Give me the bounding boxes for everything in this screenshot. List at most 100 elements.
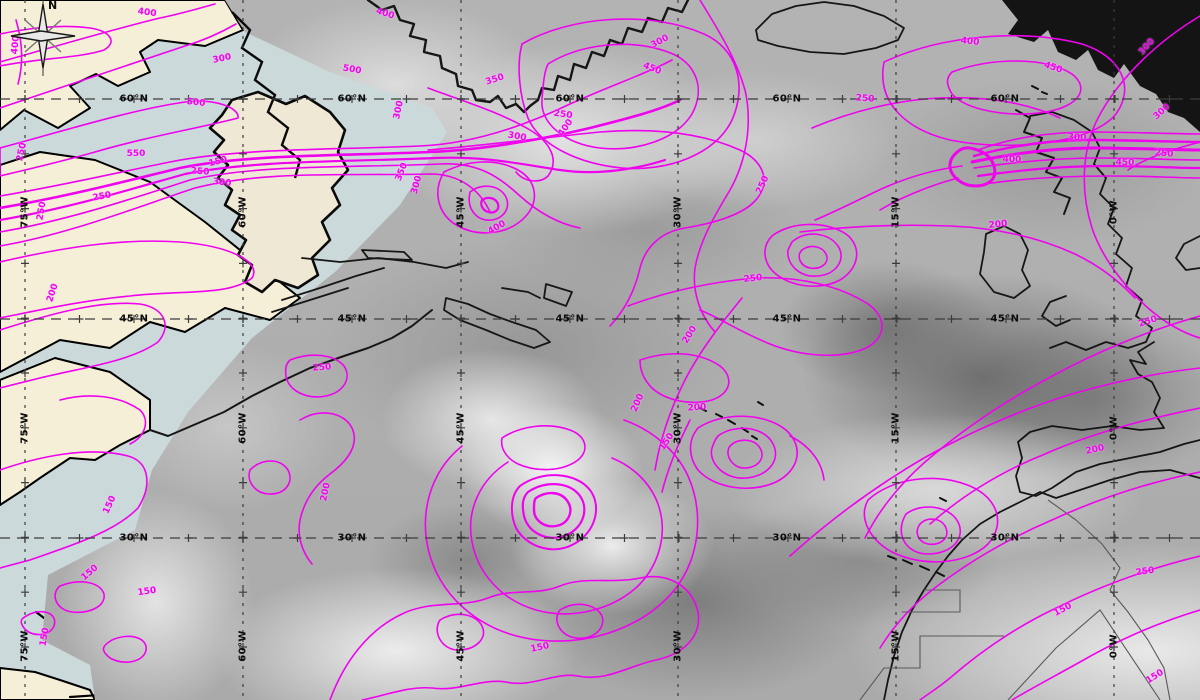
graticule-tick-cross <box>21 588 29 597</box>
graticule-tick-cross <box>892 533 900 542</box>
graticule-tick-cross <box>75 315 84 323</box>
graticule-tick-cross <box>457 423 465 432</box>
graticule-tick-cross <box>947 534 956 542</box>
graticule-tick-cross <box>674 95 682 103</box>
graticule-tick-cross <box>838 95 847 103</box>
graticule-tick-cross <box>239 204 247 213</box>
graticule-tick-cross <box>675 315 683 323</box>
graticule-tick-cross <box>75 95 84 103</box>
graticule-tick-cross <box>729 534 738 542</box>
graticule-tick-cross <box>892 478 900 487</box>
graticule-tick-cross <box>1110 423 1118 432</box>
graticule-tick-cross <box>75 534 84 542</box>
political-borders <box>859 499 1171 700</box>
graticule-tick-cross <box>620 315 629 323</box>
graticule-tick-cross <box>239 533 247 542</box>
graticule-tick-cross <box>457 478 465 487</box>
graticule-tick-cross <box>511 95 520 103</box>
wales-coast <box>1041 295 1071 327</box>
graticule-tick-cross <box>457 314 465 323</box>
graticule-tick-cross <box>729 315 738 323</box>
graticule-tick-cross <box>1110 369 1118 377</box>
ireland-coast <box>979 225 1031 299</box>
graticule-tick-cross <box>1002 315 1010 323</box>
graticule-tick-cross <box>892 95 900 103</box>
graticule-tick-cross <box>239 259 247 268</box>
graticule-tick-cross <box>892 588 900 597</box>
graticule-tick-cross <box>239 95 247 103</box>
graticule-tick-cross <box>947 315 956 323</box>
graticule-tick-cross <box>674 423 682 432</box>
compass-needle-ew <box>10 30 76 42</box>
graticule-tick-cross <box>293 315 302 323</box>
graticule-tick-cross <box>947 95 956 103</box>
graticule-tick-cross <box>21 95 29 103</box>
graticule-tick-cross <box>674 588 682 597</box>
iceland-coast <box>755 1 905 55</box>
graticule-tick-cross <box>892 204 900 213</box>
graticule-tick-cross <box>892 149 900 158</box>
graticule-tick-cross <box>1056 95 1065 103</box>
graticule-tick-cross <box>566 315 574 323</box>
graticule-tick-cross <box>1165 534 1174 542</box>
new-brunswick-maine-coast <box>149 309 433 437</box>
basemap-land <box>0 0 301 700</box>
graticule-tick-cross <box>348 95 356 103</box>
iberia-coast <box>1015 425 1200 497</box>
graticule-tick-cross <box>1111 315 1119 323</box>
graticule-tick-cross <box>130 315 138 323</box>
graticule-tick-cross <box>239 369 247 377</box>
graticule-tick-cross <box>892 369 900 377</box>
graticule-tick-cross <box>457 149 465 158</box>
graticule-tick-cross <box>21 423 29 432</box>
graticule-tick-cross <box>1110 643 1118 651</box>
graticule-tick-cross <box>402 95 411 103</box>
graticule-tick-cross <box>184 315 193 323</box>
graticule-tick-cross <box>674 204 682 213</box>
graticule-tick-cross <box>1002 534 1010 542</box>
graticule-tick-cross <box>21 533 29 542</box>
graticule-tick-cross <box>1110 314 1118 323</box>
graticule-tick-cross <box>892 314 900 323</box>
graticule-tick-cross <box>892 259 900 268</box>
graticule-tick-cross <box>1002 95 1010 103</box>
graticule-tick-cross <box>838 534 847 542</box>
st-lawrence-estuary <box>271 267 385 313</box>
graticule-tick-cross <box>21 204 29 213</box>
graticule-tick-cross <box>1110 149 1118 158</box>
graticule-tick-cross <box>184 534 193 542</box>
graticule-tick-cross <box>21 314 29 323</box>
graticule-tick-cross <box>566 534 574 542</box>
graticule-tick-cross <box>1165 95 1174 103</box>
graticule-tick-cross <box>784 315 792 323</box>
france-coast <box>1129 341 1165 429</box>
graticule-tick-cross <box>674 643 682 651</box>
graticule-tick-cross <box>729 95 738 103</box>
cape-breton-coast <box>543 283 573 307</box>
graticule-tick-cross <box>293 95 302 103</box>
graticule-tick-cross <box>1056 534 1065 542</box>
graticule-tick-cross <box>239 149 247 158</box>
graticule-tick-cross <box>1110 533 1118 542</box>
graticule-tick-cross <box>784 534 792 542</box>
graticule-tick-cross <box>674 149 682 158</box>
graticule-tick-cross <box>239 423 247 432</box>
north-africa-coast <box>883 469 1200 700</box>
greenland-coast <box>366 0 690 114</box>
graticule-tick-cross <box>457 204 465 213</box>
graticule-tick-cross <box>511 534 520 542</box>
compass-north-label: N <box>48 0 57 12</box>
graticule-tick-cross <box>838 315 847 323</box>
graticule-tick-cross <box>21 478 29 487</box>
graticule-tick-cross <box>457 588 465 597</box>
scotland-west-coast <box>1015 109 1071 215</box>
graticule-tick-cross <box>21 643 29 651</box>
graticule-tick-cross <box>184 95 193 103</box>
graticule-tick-cross <box>348 534 356 542</box>
graticule-tick-cross <box>402 534 411 542</box>
graticule-tick-cross <box>1110 204 1118 213</box>
